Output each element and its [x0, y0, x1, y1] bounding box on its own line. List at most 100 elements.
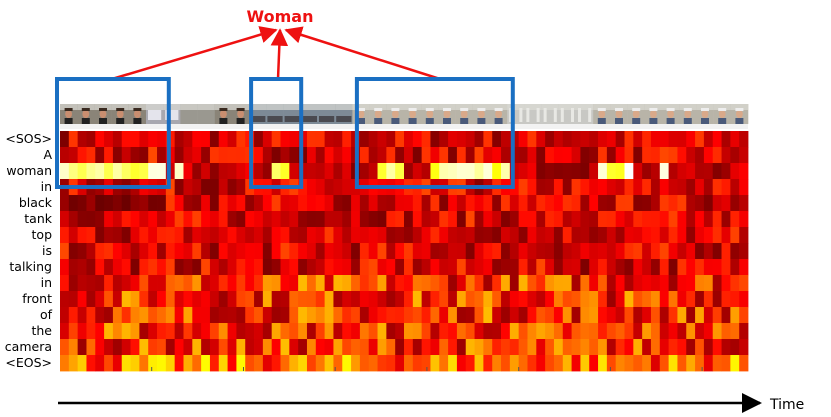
heatmap-cell: [192, 243, 202, 260]
heatmap-cell: [474, 195, 484, 212]
heatmap-cell: [650, 243, 661, 260]
heatmap-cell: [121, 339, 131, 356]
heatmap-cell: [60, 131, 70, 148]
heatmap-cell: [465, 355, 475, 372]
heatmap-cell: [553, 195, 564, 212]
heatmap-cell: [668, 163, 678, 180]
video-frame-strip: [60, 104, 749, 124]
heatmap-cell: [633, 275, 643, 292]
heatmap-cell: [218, 147, 228, 164]
heatmap-cell: [254, 339, 264, 356]
heatmap-cell: [518, 227, 528, 244]
heatmap-cell: [271, 195, 281, 212]
heatmap-cell: [562, 323, 572, 340]
heatmap-cell: [395, 243, 405, 260]
heatmap-cell: [60, 275, 70, 292]
heatmap-cell: [474, 339, 484, 356]
heatmap-cell: [192, 163, 202, 180]
heatmap-cell: [668, 275, 678, 292]
heatmap-cell: [201, 323, 211, 340]
heatmap-cell: [615, 131, 625, 148]
heatmap-cell: [712, 211, 722, 228]
heatmap-cell: [527, 195, 537, 212]
heatmap-cell: [165, 355, 176, 372]
heatmap-cell: [589, 275, 599, 292]
heatmap-cell: [721, 355, 731, 372]
heatmap-cell: [77, 227, 87, 244]
heatmap-cell: [659, 163, 670, 180]
heatmap-cell: [315, 355, 326, 372]
heatmap-cell: [501, 243, 511, 260]
heatmap-cell: [148, 195, 158, 212]
heatmap-cell: [289, 275, 299, 292]
heatmap-cell: [474, 291, 484, 308]
heatmap-cell: [474, 243, 484, 260]
heatmap-cell: [192, 179, 202, 196]
heatmap-cell: [677, 147, 687, 164]
heatmap-cell: [456, 163, 467, 180]
heatmap-cell: [306, 147, 317, 164]
heatmap-cell: [351, 227, 361, 244]
heatmap-cell: [501, 147, 511, 164]
heatmap-cell: [439, 163, 449, 180]
heatmap-cell: [245, 339, 255, 356]
heatmap-cell: [553, 259, 564, 276]
heatmap-cell: [624, 227, 634, 244]
heatmap-cell: [174, 275, 184, 292]
heatmap-cell: [633, 339, 643, 356]
heatmap-cell: [439, 211, 449, 228]
heatmap-cell: [695, 291, 705, 308]
heatmap-cell: [430, 355, 440, 372]
heatmap-cell: [139, 147, 149, 164]
heatmap-cell: [245, 291, 255, 308]
heatmap-cell: [386, 339, 396, 356]
heatmap-cell: [130, 227, 140, 244]
heatmap-cell: [386, 307, 396, 324]
heatmap-cell: [659, 275, 670, 292]
heatmap-cell: [571, 259, 581, 276]
heatmap-cell: [421, 291, 431, 308]
heatmap-cell: [448, 355, 458, 372]
heatmap-cell: [633, 227, 643, 244]
heatmap-cell: [359, 355, 370, 372]
heatmap-cell: [271, 259, 281, 276]
heatmap-cell: [306, 195, 317, 212]
heatmap-cell: [686, 195, 696, 212]
heatmap-cell: [518, 275, 528, 292]
heatmap-cell: [262, 339, 273, 356]
heatmap-cell: [324, 163, 334, 180]
video-frame: [404, 104, 422, 124]
heatmap-cell: [562, 163, 572, 180]
heatmap-cell: [148, 323, 158, 340]
heatmap-cell: [439, 307, 449, 324]
heatmap-cell: [236, 163, 246, 180]
heatmap-cell: [324, 131, 334, 148]
video-frame: [696, 104, 714, 124]
video-frame: [197, 104, 216, 124]
heatmap-cell: [139, 131, 149, 148]
heatmap-cell: [351, 355, 361, 372]
video-frame: [180, 104, 198, 124]
heatmap-cell: [395, 147, 405, 164]
heatmap-cell: [712, 147, 722, 164]
heatmap-cell: [289, 131, 299, 148]
heatmap-cell: [430, 307, 440, 324]
heatmap-cell: [262, 131, 273, 148]
heatmap-cell: [86, 259, 96, 276]
heatmap-cell: [77, 259, 87, 276]
heatmap-cell: [104, 147, 114, 164]
heatmap-cell: [677, 131, 687, 148]
heatmap-cell: [227, 291, 237, 308]
heatmap-cell: [359, 195, 370, 212]
heatmap-cell: [280, 291, 290, 308]
heatmap-cell: [104, 291, 114, 308]
heatmap-cell: [280, 307, 290, 324]
video-frame: [146, 104, 164, 124]
heatmap-cell: [536, 259, 546, 276]
heatmap-cell: [351, 307, 361, 324]
heatmap-cell: [598, 243, 608, 260]
heatmap-cell: [712, 243, 722, 260]
heatmap-cell: [130, 163, 140, 180]
heatmap-cell: [615, 163, 625, 180]
heatmap-cell: [553, 355, 564, 372]
